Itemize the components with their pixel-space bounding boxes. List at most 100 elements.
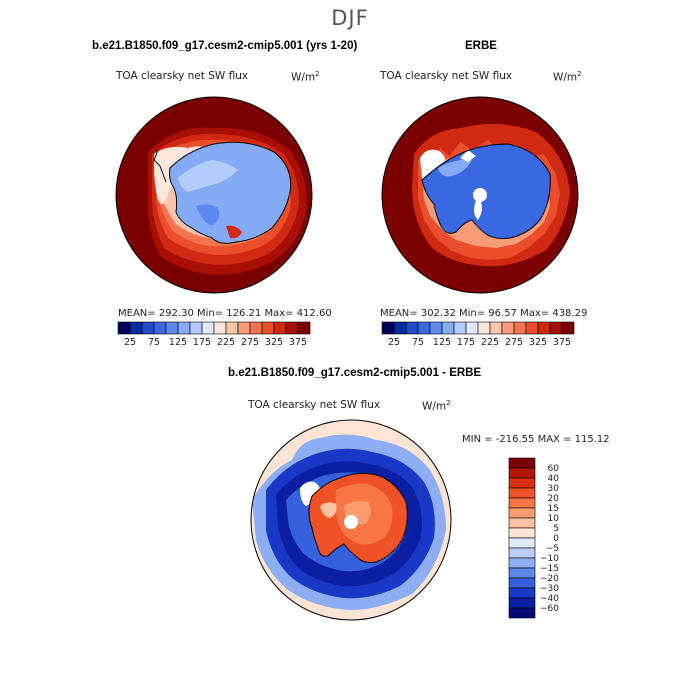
diff-colorbar-box-0 [508,457,536,469]
model-colorbar-box-7 [201,321,215,335]
obs-colorbar-box-1 [393,321,407,335]
model-colorbar-box-4 [165,321,179,335]
model-colorbar-tick-label: 375 [289,337,307,348]
model-map [115,96,313,294]
diff-colorbar-box-9 [508,547,536,559]
model-colorbar-box-10 [237,321,251,335]
obs-units-label: W/m2 [553,70,582,84]
obs-colorbar-box-14 [549,321,563,335]
model-map-boundary [115,96,313,294]
obs-colorbar-box-10 [501,321,515,335]
diff-panel-title: b.e21.B1850.f09_g17.cesm2-cmip5.001 - ER… [228,367,482,379]
obs-colorbar-box-6 [453,321,467,335]
diff-colorbar-box-1 [508,467,536,479]
obs-colorbar-box-8 [477,321,491,335]
model-colorbar-box-15 [297,321,311,335]
obs-colorbar: 25 75 125 175 225 275 325 375 [381,321,575,348]
model-colorbar-box-5 [177,321,191,335]
obs-colorbar-box-12 [525,321,539,335]
obs-colorbar-tick-label: 25 [388,337,400,348]
model-colorbar-box-6 [189,321,203,335]
obs-panel-title: ERBE [465,40,497,52]
diff-colorbar-box-15 [508,607,536,619]
model-colorbar-tick-label: 175 [193,337,211,348]
diff-colorbar-tick-label: 40 [548,474,560,484]
diff-colorbar-box-11 [508,567,536,579]
model-colorbar: 25 75 125 175 225 275 325 375 [117,321,311,348]
diff-colorbar-box-6 [508,517,536,529]
model-colorbar-box-3 [153,321,167,335]
obs-colorbar-box-5 [441,321,455,335]
obs-colorbar-box-3 [417,321,431,335]
diff-colorbar-tick-label: −30 [540,584,559,594]
diff-colorbar-box-8 [508,537,536,549]
obs-colorbar-box-9 [489,321,503,335]
model-colorbar-tick-label: 75 [148,337,160,348]
model-colorbar-box-1 [129,321,143,335]
model-colorbar-box-8 [213,321,227,335]
diff-units-label: W/m2 [422,399,451,413]
obs-field-label: TOA clearsky net SW flux [380,70,513,82]
model-stats: MEAN= 292.30 Min= 126.21 Max= 412.60 [118,308,332,319]
model-colorbar-box-9 [225,321,239,335]
obs-colorbar-box-15 [561,321,575,335]
figure-season-title: DJF [331,6,369,30]
diff-colorbar-tick-label: 15 [548,504,559,514]
obs-colorbar-tick-label: 325 [529,337,547,348]
obs-colorbar-tick-label: 275 [505,337,523,348]
diff-colorbar-tick-label: 30 [548,484,560,494]
diff-colorbar-tick-label: −60 [540,604,559,614]
obs-colorbar-tick-label: 175 [457,337,475,348]
diff-colorbar-box-10 [508,557,536,569]
model-panel-title: b.e21.B1850.f09_g17.cesm2-cmip5.001 (yrs… [92,40,358,52]
obs-colorbar-tick-label: 375 [553,337,571,348]
diff-colorbar-tick-label: 0 [553,534,559,544]
diff-colorbar-box-2 [508,477,536,489]
diff-colorbar-box-5 [508,507,536,519]
diff-colorbar-tick-label: 20 [548,494,560,504]
obs-colorbar-tick-label: 225 [481,337,499,348]
obs-colorbar-tick-label: 75 [412,337,424,348]
model-colorbar-tick-label: 225 [217,337,235,348]
obs-colorbar-box-11 [513,321,527,335]
diff-colorbar-tick-label: −20 [540,574,559,584]
diff-colorbar-box-4 [508,497,536,509]
obs-stats: MEAN= 302.32 Min= 96.57 Max= 438.29 [380,308,588,319]
model-colorbar-tick-label: 125 [169,337,187,348]
diff-map-field [251,420,451,620]
obs-colorbar-box-0 [381,321,395,335]
diff-colorbar-box-3 [508,487,536,499]
obs-map-field [382,97,578,293]
obs-colorbar-box-13 [537,321,551,335]
model-colorbar-tick-label: 275 [241,337,259,348]
diff-colorbar-box-13 [508,587,536,599]
diff-stats: MIN = -216.55 MAX = 115.12 [462,434,610,445]
diff-colorbar-tick-label: −40 [540,594,559,604]
model-colorbar-box-2 [141,321,155,335]
diff-field-label: TOA clearsky net SW flux [248,399,381,411]
model-colorbar-box-13 [273,321,287,335]
obs-colorbar-box-4 [429,321,443,335]
diff-colorbar-tick-label: −10 [540,554,559,564]
obs-colorbar-box-7 [465,321,479,335]
obs-map-boundary [381,96,579,294]
model-colorbar-tick-label: 25 [124,337,136,348]
model-colorbar-box-0 [117,321,131,335]
diff-colorbar-tick-label: 10 [548,514,560,524]
obs-colorbar-tick-label: 125 [433,337,451,348]
diff-colorbar-box-7 [508,527,536,539]
model-colorbar-tick-label: 325 [265,337,283,348]
diff-colorbar-tick-label: 5 [553,524,559,534]
model-colorbar-box-14 [285,321,299,335]
diff-map [250,419,452,621]
diff-colorbar-tick-label: −5 [546,544,559,554]
diff-map-boundary [250,419,452,621]
diff-colorbar-box-14 [508,597,536,609]
model-units-label: W/m2 [291,70,320,84]
diff-colorbar-tick-label: −15 [540,564,559,574]
model-field-label: TOA clearsky net SW flux [116,70,249,82]
model-colorbar-box-11 [249,321,263,335]
diff-colorbar-box-12 [508,577,536,589]
diff-colorbar-tick-label: 60 [548,464,560,474]
